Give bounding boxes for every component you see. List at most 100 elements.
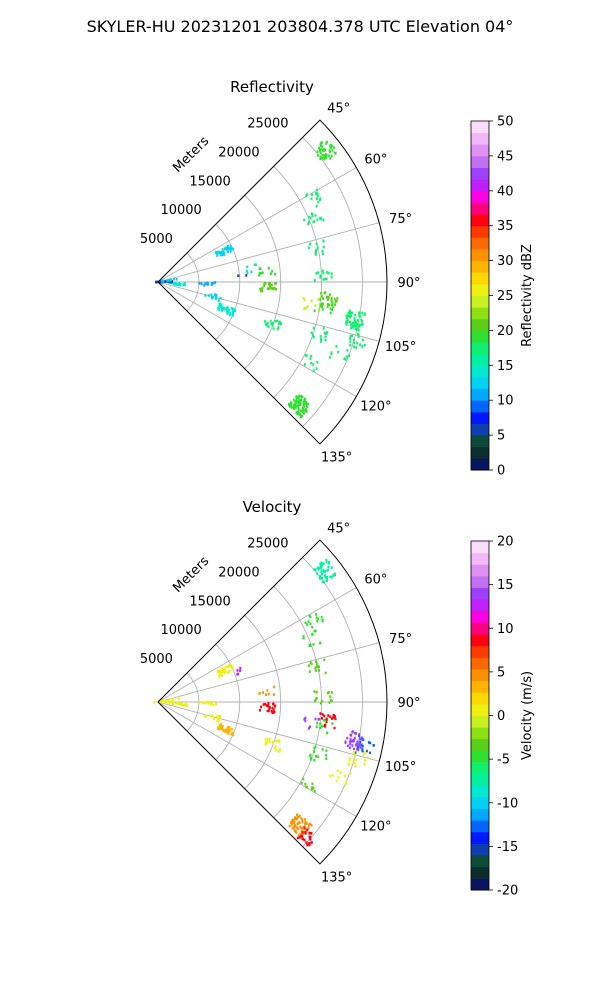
echo-gate — [304, 716, 307, 720]
echo-gate — [321, 748, 324, 751]
echo-gate — [198, 700, 201, 704]
echo-gate — [300, 409, 303, 413]
azimuth-spoke — [157, 281, 380, 342]
echo-gate — [357, 332, 360, 336]
echo-gate — [302, 407, 305, 411]
colorbar-tick-label: 0 — [497, 464, 505, 479]
colorbar-segment — [471, 587, 489, 600]
colorbar-segment — [471, 388, 489, 401]
echo-gate — [321, 572, 324, 576]
echo-gate — [231, 312, 234, 316]
echo-gate — [273, 286, 276, 290]
echo-gate — [222, 250, 225, 254]
echo-gate — [326, 331, 329, 334]
echo-gate — [299, 398, 302, 402]
echo-gate — [217, 299, 220, 302]
echo-gate — [214, 702, 217, 706]
echo-gate — [211, 714, 214, 718]
echo-gate — [325, 753, 328, 757]
echo-gate — [309, 357, 312, 361]
echo-gate — [298, 413, 301, 416]
echo-gate — [301, 820, 304, 824]
echo-gate — [299, 403, 302, 407]
echo-gate — [170, 280, 173, 284]
echo-gate — [258, 271, 261, 275]
colorbar-segment — [471, 214, 489, 227]
echo-gate — [227, 247, 230, 251]
echo-gate — [357, 328, 360, 332]
echo-gate — [221, 667, 224, 671]
echo-gate — [347, 314, 350, 318]
echo-gate — [323, 158, 326, 161]
echo-gate — [336, 297, 339, 300]
echo-gate — [321, 156, 324, 160]
echo-gate — [325, 579, 328, 583]
echo-gate — [217, 307, 220, 311]
colorbar-segment — [471, 307, 489, 320]
echo-gate — [272, 693, 275, 696]
echo-gate — [250, 270, 253, 274]
echo-gate — [275, 739, 278, 743]
azimuth-spoke — [157, 701, 380, 762]
echo-gate — [318, 309, 321, 312]
echo-gate — [269, 272, 272, 276]
echo-gate — [169, 280, 172, 283]
echo-gate — [302, 636, 305, 640]
echo-gate — [276, 327, 279, 331]
echo-gate — [326, 731, 329, 735]
echo-gate — [291, 826, 294, 830]
echo-gate — [309, 622, 312, 626]
echo-gate — [277, 322, 280, 326]
echo-gate — [316, 572, 319, 575]
echo-gate — [332, 305, 335, 309]
echo-gate — [351, 321, 354, 325]
echo-gate — [301, 818, 304, 822]
r-tick-label: 20000 — [218, 565, 259, 580]
echo-gate — [319, 142, 322, 145]
echo-gate — [218, 303, 221, 306]
colorbar-tick-label: 15 — [497, 359, 514, 374]
echo-gate — [229, 313, 232, 316]
echo-gate — [309, 838, 312, 841]
echo-gate — [356, 740, 359, 744]
echo-gate — [347, 763, 350, 767]
echo-gate — [210, 701, 213, 705]
echo-gate — [157, 700, 160, 704]
echo-gate — [304, 621, 307, 625]
echo-gate — [314, 253, 317, 256]
echo-gate — [312, 326, 315, 330]
echo-gate — [319, 276, 322, 279]
echo-gate — [309, 754, 312, 758]
echo-gate — [239, 666, 242, 670]
echo-gate — [312, 787, 315, 790]
echo-gate — [268, 738, 271, 741]
echo-gate — [227, 670, 230, 673]
echo-gate — [302, 635, 305, 638]
echo-gate — [319, 726, 322, 729]
echo-gate — [226, 250, 229, 254]
echo-gate — [322, 245, 325, 249]
echo-gate — [328, 303, 331, 307]
echo-gate — [321, 308, 324, 311]
echo-gate — [357, 324, 360, 328]
echo-gate — [225, 308, 228, 311]
echo-gate — [353, 321, 356, 325]
echo-gate — [226, 311, 229, 315]
echo-gate — [349, 334, 352, 338]
colorbar-segment — [471, 411, 489, 424]
echo-gate — [358, 323, 361, 327]
echo-gate — [296, 826, 299, 829]
colorbar-segment — [471, 785, 489, 798]
echo-gate — [292, 398, 295, 402]
echo-gate — [239, 669, 242, 673]
echo-gate — [320, 295, 323, 298]
echo-gate — [271, 287, 274, 290]
colorbar-segment — [471, 855, 489, 868]
echo-gate — [260, 705, 263, 709]
echo-gate — [278, 740, 281, 744]
echo-gate — [266, 287, 269, 290]
echo-gate — [310, 662, 313, 666]
echo-gate — [303, 826, 306, 829]
echo-gate — [313, 746, 316, 750]
echo-gate — [319, 712, 322, 715]
